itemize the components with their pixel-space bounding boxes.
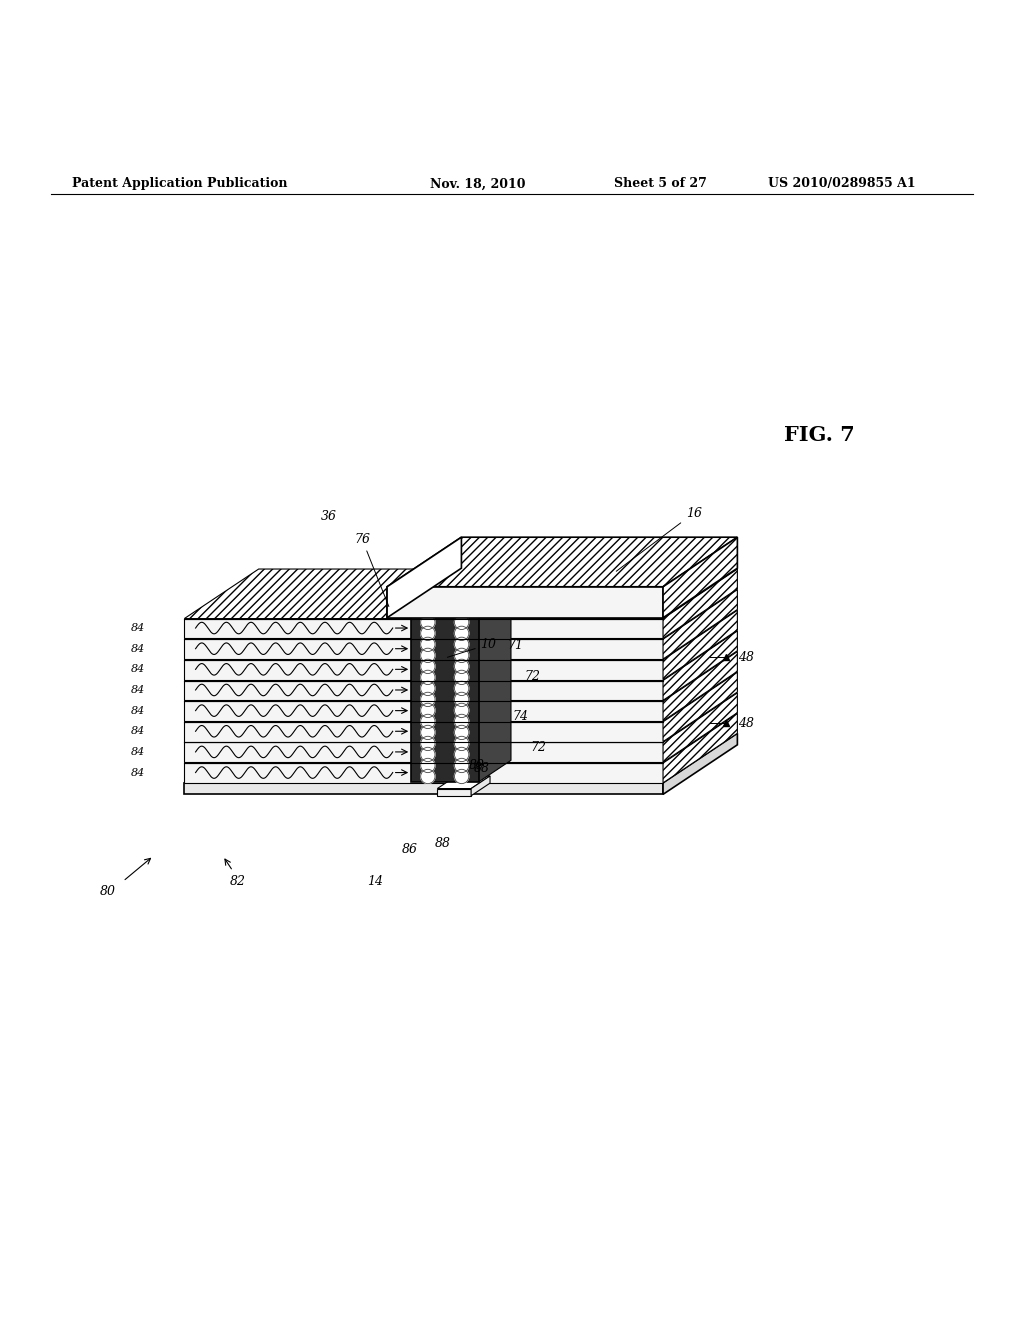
Circle shape [421, 648, 435, 663]
Circle shape [421, 626, 435, 640]
Text: 16: 16 [616, 507, 701, 572]
Circle shape [455, 671, 469, 685]
Polygon shape [184, 652, 737, 701]
Text: US 2010/0289855 A1: US 2010/0289855 A1 [768, 177, 915, 190]
Circle shape [455, 737, 469, 751]
Polygon shape [184, 693, 737, 742]
Circle shape [455, 725, 469, 739]
Polygon shape [184, 590, 737, 639]
Polygon shape [664, 714, 737, 783]
Circle shape [455, 758, 469, 772]
Polygon shape [184, 672, 737, 722]
Text: 48: 48 [738, 717, 755, 730]
Circle shape [455, 659, 469, 673]
Text: 80: 80 [99, 886, 116, 898]
Circle shape [421, 747, 435, 762]
Circle shape [421, 758, 435, 772]
Polygon shape [184, 639, 664, 659]
Text: 74: 74 [512, 710, 528, 723]
Text: 48: 48 [738, 651, 755, 664]
Polygon shape [664, 734, 737, 795]
Circle shape [455, 638, 469, 652]
Text: 84: 84 [131, 726, 144, 737]
Text: Nov. 18, 2010: Nov. 18, 2010 [430, 177, 525, 190]
Circle shape [421, 714, 435, 729]
Polygon shape [184, 742, 664, 762]
Polygon shape [184, 681, 664, 701]
Polygon shape [437, 776, 490, 788]
Polygon shape [664, 569, 737, 639]
Polygon shape [184, 569, 737, 619]
Polygon shape [664, 693, 737, 762]
Polygon shape [411, 616, 478, 781]
Text: 86: 86 [402, 842, 418, 855]
Text: Patent Application Publication: Patent Application Publication [72, 177, 287, 190]
Text: Sheet 5 of 27: Sheet 5 of 27 [614, 177, 708, 190]
Polygon shape [184, 631, 737, 681]
Text: 82: 82 [230, 875, 246, 888]
Polygon shape [664, 537, 737, 618]
Circle shape [421, 725, 435, 739]
Polygon shape [664, 590, 737, 659]
Circle shape [455, 704, 469, 718]
Circle shape [455, 626, 469, 640]
Text: 14: 14 [367, 875, 383, 888]
Polygon shape [664, 672, 737, 742]
Text: 71: 71 [507, 639, 523, 652]
Circle shape [421, 638, 435, 652]
Polygon shape [387, 537, 737, 587]
Text: 88: 88 [473, 762, 489, 775]
Polygon shape [664, 610, 737, 680]
Polygon shape [184, 701, 664, 721]
Text: 84: 84 [131, 685, 144, 696]
Text: 84: 84 [131, 747, 144, 756]
Text: 36: 36 [321, 511, 337, 524]
Circle shape [421, 615, 435, 630]
Polygon shape [664, 631, 737, 701]
Circle shape [455, 714, 469, 729]
Circle shape [421, 659, 435, 673]
Polygon shape [184, 734, 737, 783]
Polygon shape [184, 722, 664, 742]
Circle shape [421, 692, 435, 706]
Polygon shape [184, 714, 737, 763]
Circle shape [455, 648, 469, 663]
Circle shape [421, 770, 435, 784]
Polygon shape [184, 610, 737, 660]
Polygon shape [471, 776, 490, 796]
Polygon shape [184, 783, 664, 795]
Text: 88: 88 [434, 837, 451, 850]
Polygon shape [437, 788, 471, 796]
Text: 72: 72 [530, 741, 547, 754]
Polygon shape [184, 619, 664, 639]
Polygon shape [664, 652, 737, 721]
Text: 84: 84 [131, 706, 144, 715]
Polygon shape [387, 587, 664, 618]
Text: 84: 84 [131, 644, 144, 653]
Text: 76: 76 [354, 532, 389, 607]
Text: 84: 84 [131, 664, 144, 675]
Circle shape [455, 770, 469, 784]
Text: 10: 10 [447, 638, 497, 657]
Circle shape [421, 671, 435, 685]
Text: 72: 72 [524, 669, 541, 682]
Text: 89: 89 [468, 759, 484, 772]
Text: 84: 84 [131, 623, 144, 634]
Circle shape [421, 704, 435, 718]
Circle shape [455, 681, 469, 696]
Text: FIG. 7: FIG. 7 [783, 425, 855, 445]
Polygon shape [184, 660, 664, 680]
Circle shape [455, 615, 469, 630]
Polygon shape [387, 537, 462, 618]
Circle shape [455, 747, 469, 762]
Polygon shape [478, 595, 511, 781]
Circle shape [455, 692, 469, 706]
Text: 84: 84 [131, 767, 144, 777]
Circle shape [421, 737, 435, 751]
Polygon shape [184, 763, 664, 783]
Circle shape [421, 681, 435, 696]
